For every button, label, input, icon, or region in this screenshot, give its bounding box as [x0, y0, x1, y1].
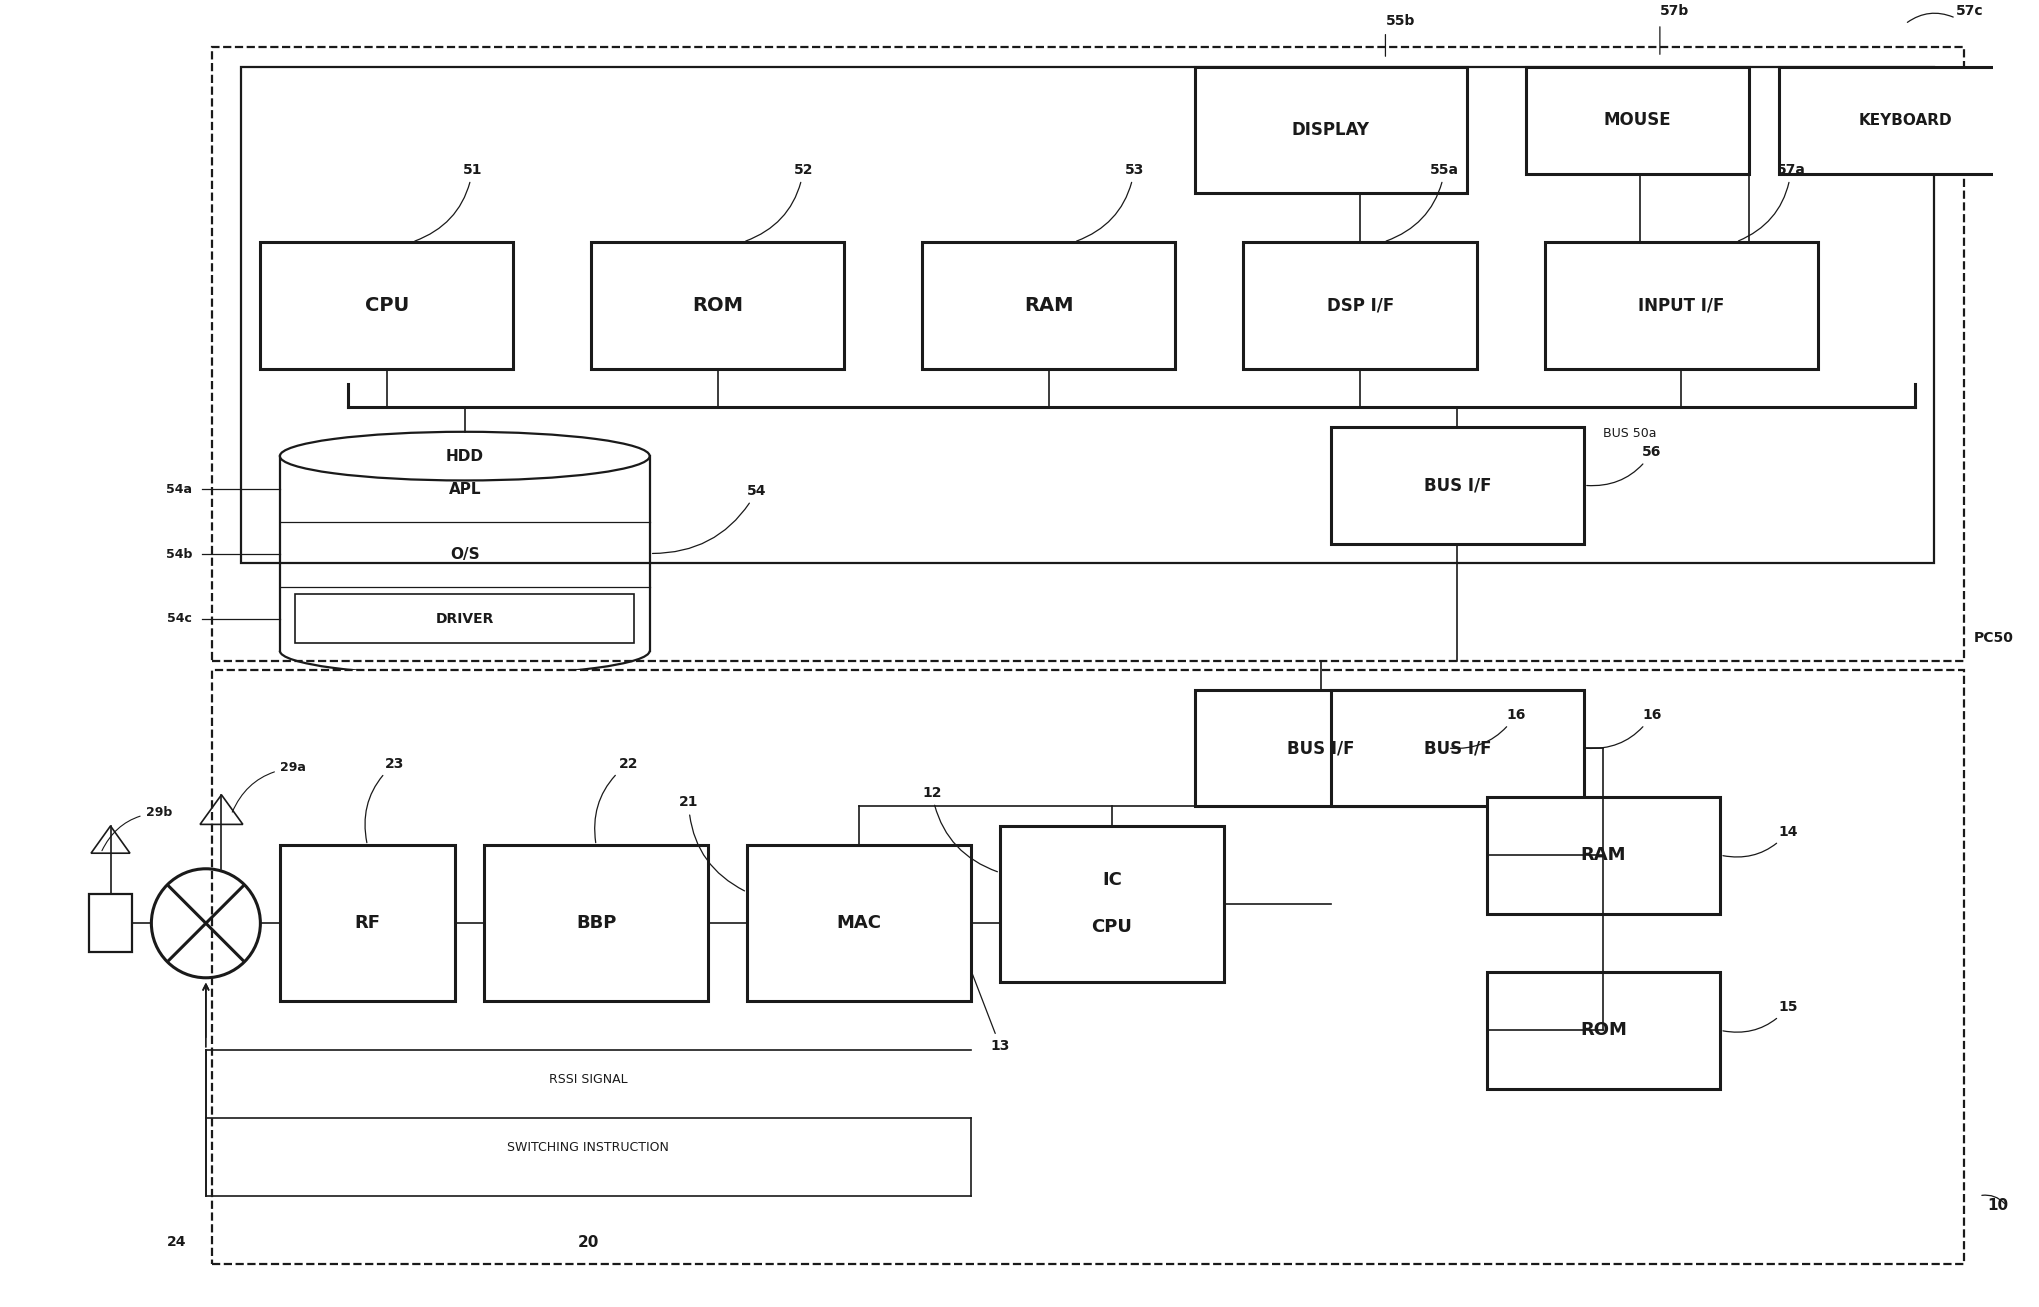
Text: 56: 56 [1586, 446, 1662, 486]
Text: PC50: PC50 [1974, 631, 2012, 644]
Text: BUS I/F: BUS I/F [1423, 476, 1491, 494]
Bar [1486, 972, 1721, 1089]
Text: 24: 24 [167, 1235, 186, 1248]
Text: RF: RF [355, 915, 381, 932]
Text: 20: 20 [577, 1235, 599, 1249]
Bar [212, 47, 1964, 660]
Text: DSP I/F: DSP I/F [1327, 297, 1395, 314]
Bar [296, 595, 634, 643]
Bar [90, 894, 133, 953]
Bar [999, 826, 1223, 982]
Text: KEYBOARD: KEYBOARD [1858, 112, 1951, 128]
Bar [1525, 67, 1749, 174]
Bar [1331, 427, 1584, 544]
Text: IC: IC [1101, 872, 1121, 890]
Text: 54: 54 [652, 484, 767, 553]
Text: 16: 16 [1586, 708, 1662, 749]
Text: 21: 21 [679, 796, 744, 891]
Text: 53: 53 [1077, 163, 1144, 240]
Text: ROM: ROM [1580, 1021, 1627, 1039]
Text: INPUT I/F: INPUT I/F [1637, 297, 1725, 314]
Bar [922, 242, 1174, 369]
Text: MAC: MAC [836, 915, 881, 932]
Text: BUS 50a: BUS 50a [1603, 427, 1658, 440]
Text: 12: 12 [922, 786, 997, 872]
Bar [261, 242, 514, 369]
Text: BUS I/F: BUS I/F [1287, 738, 1356, 757]
Text: HDD: HDD [447, 448, 483, 464]
Text: 14: 14 [1723, 825, 1798, 857]
Text: 57c: 57c [1955, 4, 1984, 18]
Text: APL: APL [449, 482, 481, 497]
Text: 23: 23 [365, 757, 404, 843]
Bar [241, 67, 1935, 563]
Text: 16: 16 [1450, 708, 1525, 749]
Text: RAM: RAM [1580, 846, 1627, 864]
Text: ROM: ROM [693, 295, 744, 315]
Text: 10: 10 [1986, 1199, 2008, 1213]
Text: 55a: 55a [1387, 163, 1460, 240]
Text: 52: 52 [746, 163, 814, 240]
Text: 55b: 55b [1384, 14, 1415, 27]
Text: 29b: 29b [102, 806, 171, 851]
Text: RSSI SIGNAL: RSSI SIGNAL [548, 1073, 628, 1086]
Bar [591, 242, 844, 369]
Bar [1195, 67, 1468, 193]
Bar [1244, 242, 1476, 369]
Text: 13: 13 [973, 972, 1009, 1053]
Text: 22: 22 [595, 757, 638, 843]
Text: DRIVER: DRIVER [436, 612, 493, 626]
Text: 57b: 57b [1660, 4, 1688, 18]
Text: O/S: O/S [451, 546, 479, 562]
Text: SWITCHING INSTRUCTION: SWITCHING INSTRUCTION [508, 1141, 669, 1154]
Text: MOUSE: MOUSE [1605, 111, 1672, 129]
Text: 51: 51 [414, 163, 483, 240]
Bar [746, 846, 971, 1001]
Bar [1195, 690, 1448, 806]
Bar [1331, 690, 1584, 806]
Text: CPU: CPU [365, 295, 410, 315]
Bar [483, 846, 708, 1001]
Text: 54c: 54c [167, 612, 192, 625]
Bar [1546, 242, 1817, 369]
Text: 15: 15 [1723, 1000, 1798, 1033]
Bar [212, 670, 1964, 1264]
Bar [1778, 67, 2031, 174]
Bar [279, 846, 455, 1001]
Bar [1486, 797, 1721, 914]
Ellipse shape [279, 431, 650, 481]
Text: 29a: 29a [232, 762, 306, 812]
Text: 57a: 57a [1739, 163, 1807, 240]
Text: DISPLAY: DISPLAY [1293, 122, 1370, 139]
Text: CPU: CPU [1091, 918, 1132, 936]
Text: 54b: 54b [165, 548, 192, 561]
Text: BBP: BBP [575, 915, 616, 932]
Text: 54a: 54a [167, 482, 192, 495]
Text: RAM: RAM [1024, 295, 1073, 315]
Text: BUS I/F: BUS I/F [1423, 738, 1491, 757]
